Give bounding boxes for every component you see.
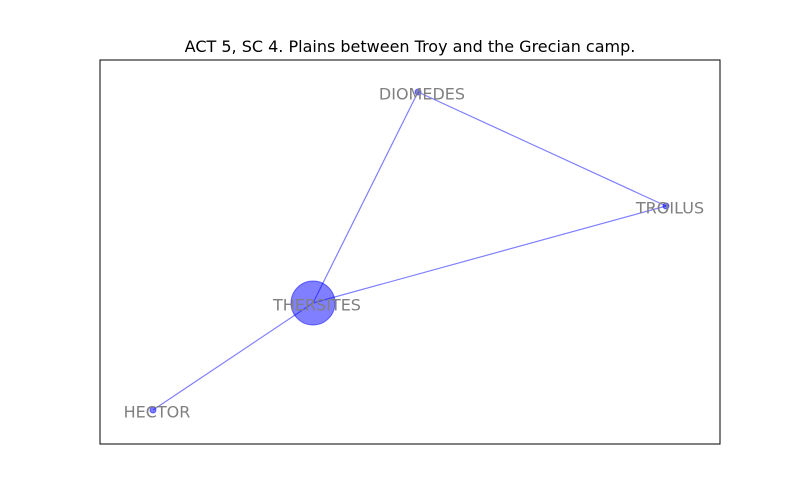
node-hector: [149, 406, 157, 414]
chart-title: ACT 5, SC 4. Plains between Troy and the…: [185, 37, 636, 56]
node-label-thersites: THERSITES: [272, 296, 361, 315]
node-label-hector: HECTOR: [124, 403, 191, 422]
edges-layer: [152, 91, 667, 411]
edge-thersites-diomedes: [312, 91, 419, 304]
edge-thersites-troilus: [312, 205, 667, 304]
labels-layer: DIOMEDES TROILUS THERSITES HECTOR: [124, 85, 704, 422]
node-thersites: [290, 280, 336, 326]
node-troilus: [662, 202, 670, 210]
nodes-layer: [149, 88, 670, 414]
edge-thersites-hector: [152, 302, 314, 411]
plot-frame: [99, 59, 721, 445]
node-label-troilus: TROILUS: [635, 199, 704, 218]
node-diomedes: [414, 88, 422, 96]
node-label-diomedes: DIOMEDES: [379, 85, 465, 104]
edge-diomedes-troilus: [417, 91, 667, 207]
